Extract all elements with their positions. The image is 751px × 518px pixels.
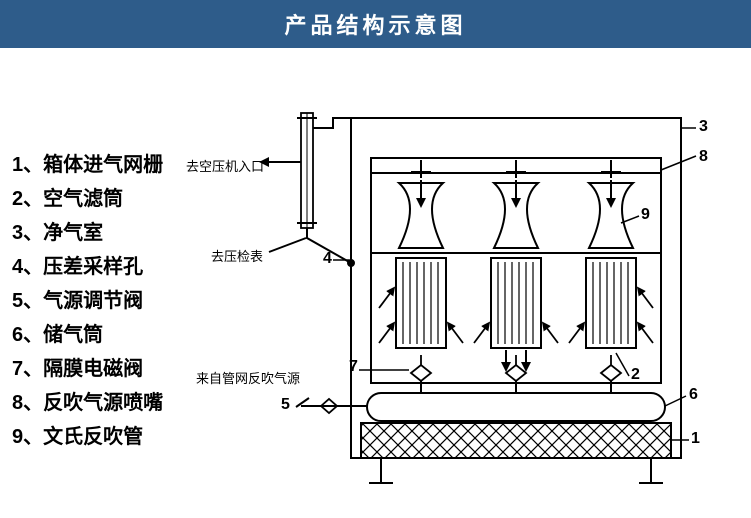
callout-4: 4: [323, 250, 332, 268]
legend-item-2: 2、空气滤筒: [12, 182, 163, 216]
callout-2: 2: [631, 366, 640, 384]
callout-6: 6: [689, 386, 698, 404]
callout-5: 5: [281, 396, 290, 414]
schematic-diagram: 去空压机入口 去压检表 来自管网反吹气源 1 2 3 4 5 6 7 8 9: [251, 88, 721, 508]
legend-item-6: 6、储气筒: [12, 318, 163, 352]
callout-9: 9: [641, 206, 650, 224]
legend-item-9: 9、文氏反吹管: [12, 420, 163, 454]
legend-list: 1、箱体进气网栅 2、空气滤筒 3、净气室 4、压差采样孔 5、气源调节阀 6、…: [12, 148, 163, 454]
callout-7: 7: [349, 358, 358, 376]
callout-1: 1: [691, 430, 700, 448]
header: 产品结构示意图: [0, 0, 751, 48]
legend-item-8: 8、反吹气源喷嘴: [12, 386, 163, 420]
schematic-svg: [251, 88, 721, 508]
legend-item-5: 5、气源调节阀: [12, 284, 163, 318]
legend-item-1: 1、箱体进气网栅: [12, 148, 163, 182]
label-blowback-source: 来自管网反吹气源: [196, 368, 300, 387]
legend-item-4: 4、压差采样孔: [12, 250, 163, 284]
content-area: 1、箱体进气网栅 2、空气滤筒 3、净气室 4、压差采样孔 5、气源调节阀 6、…: [0, 48, 751, 518]
legend-item-7: 7、隔膜电磁阀: [12, 352, 163, 386]
label-compressor-inlet: 去空压机入口: [186, 156, 264, 175]
callout-3: 3: [699, 118, 708, 136]
legend-item-3: 3、净气室: [12, 216, 163, 250]
label-pressure-gauge: 去压检表: [211, 246, 263, 265]
callout-8: 8: [699, 148, 708, 166]
header-title: 产品结构示意图: [284, 13, 466, 38]
